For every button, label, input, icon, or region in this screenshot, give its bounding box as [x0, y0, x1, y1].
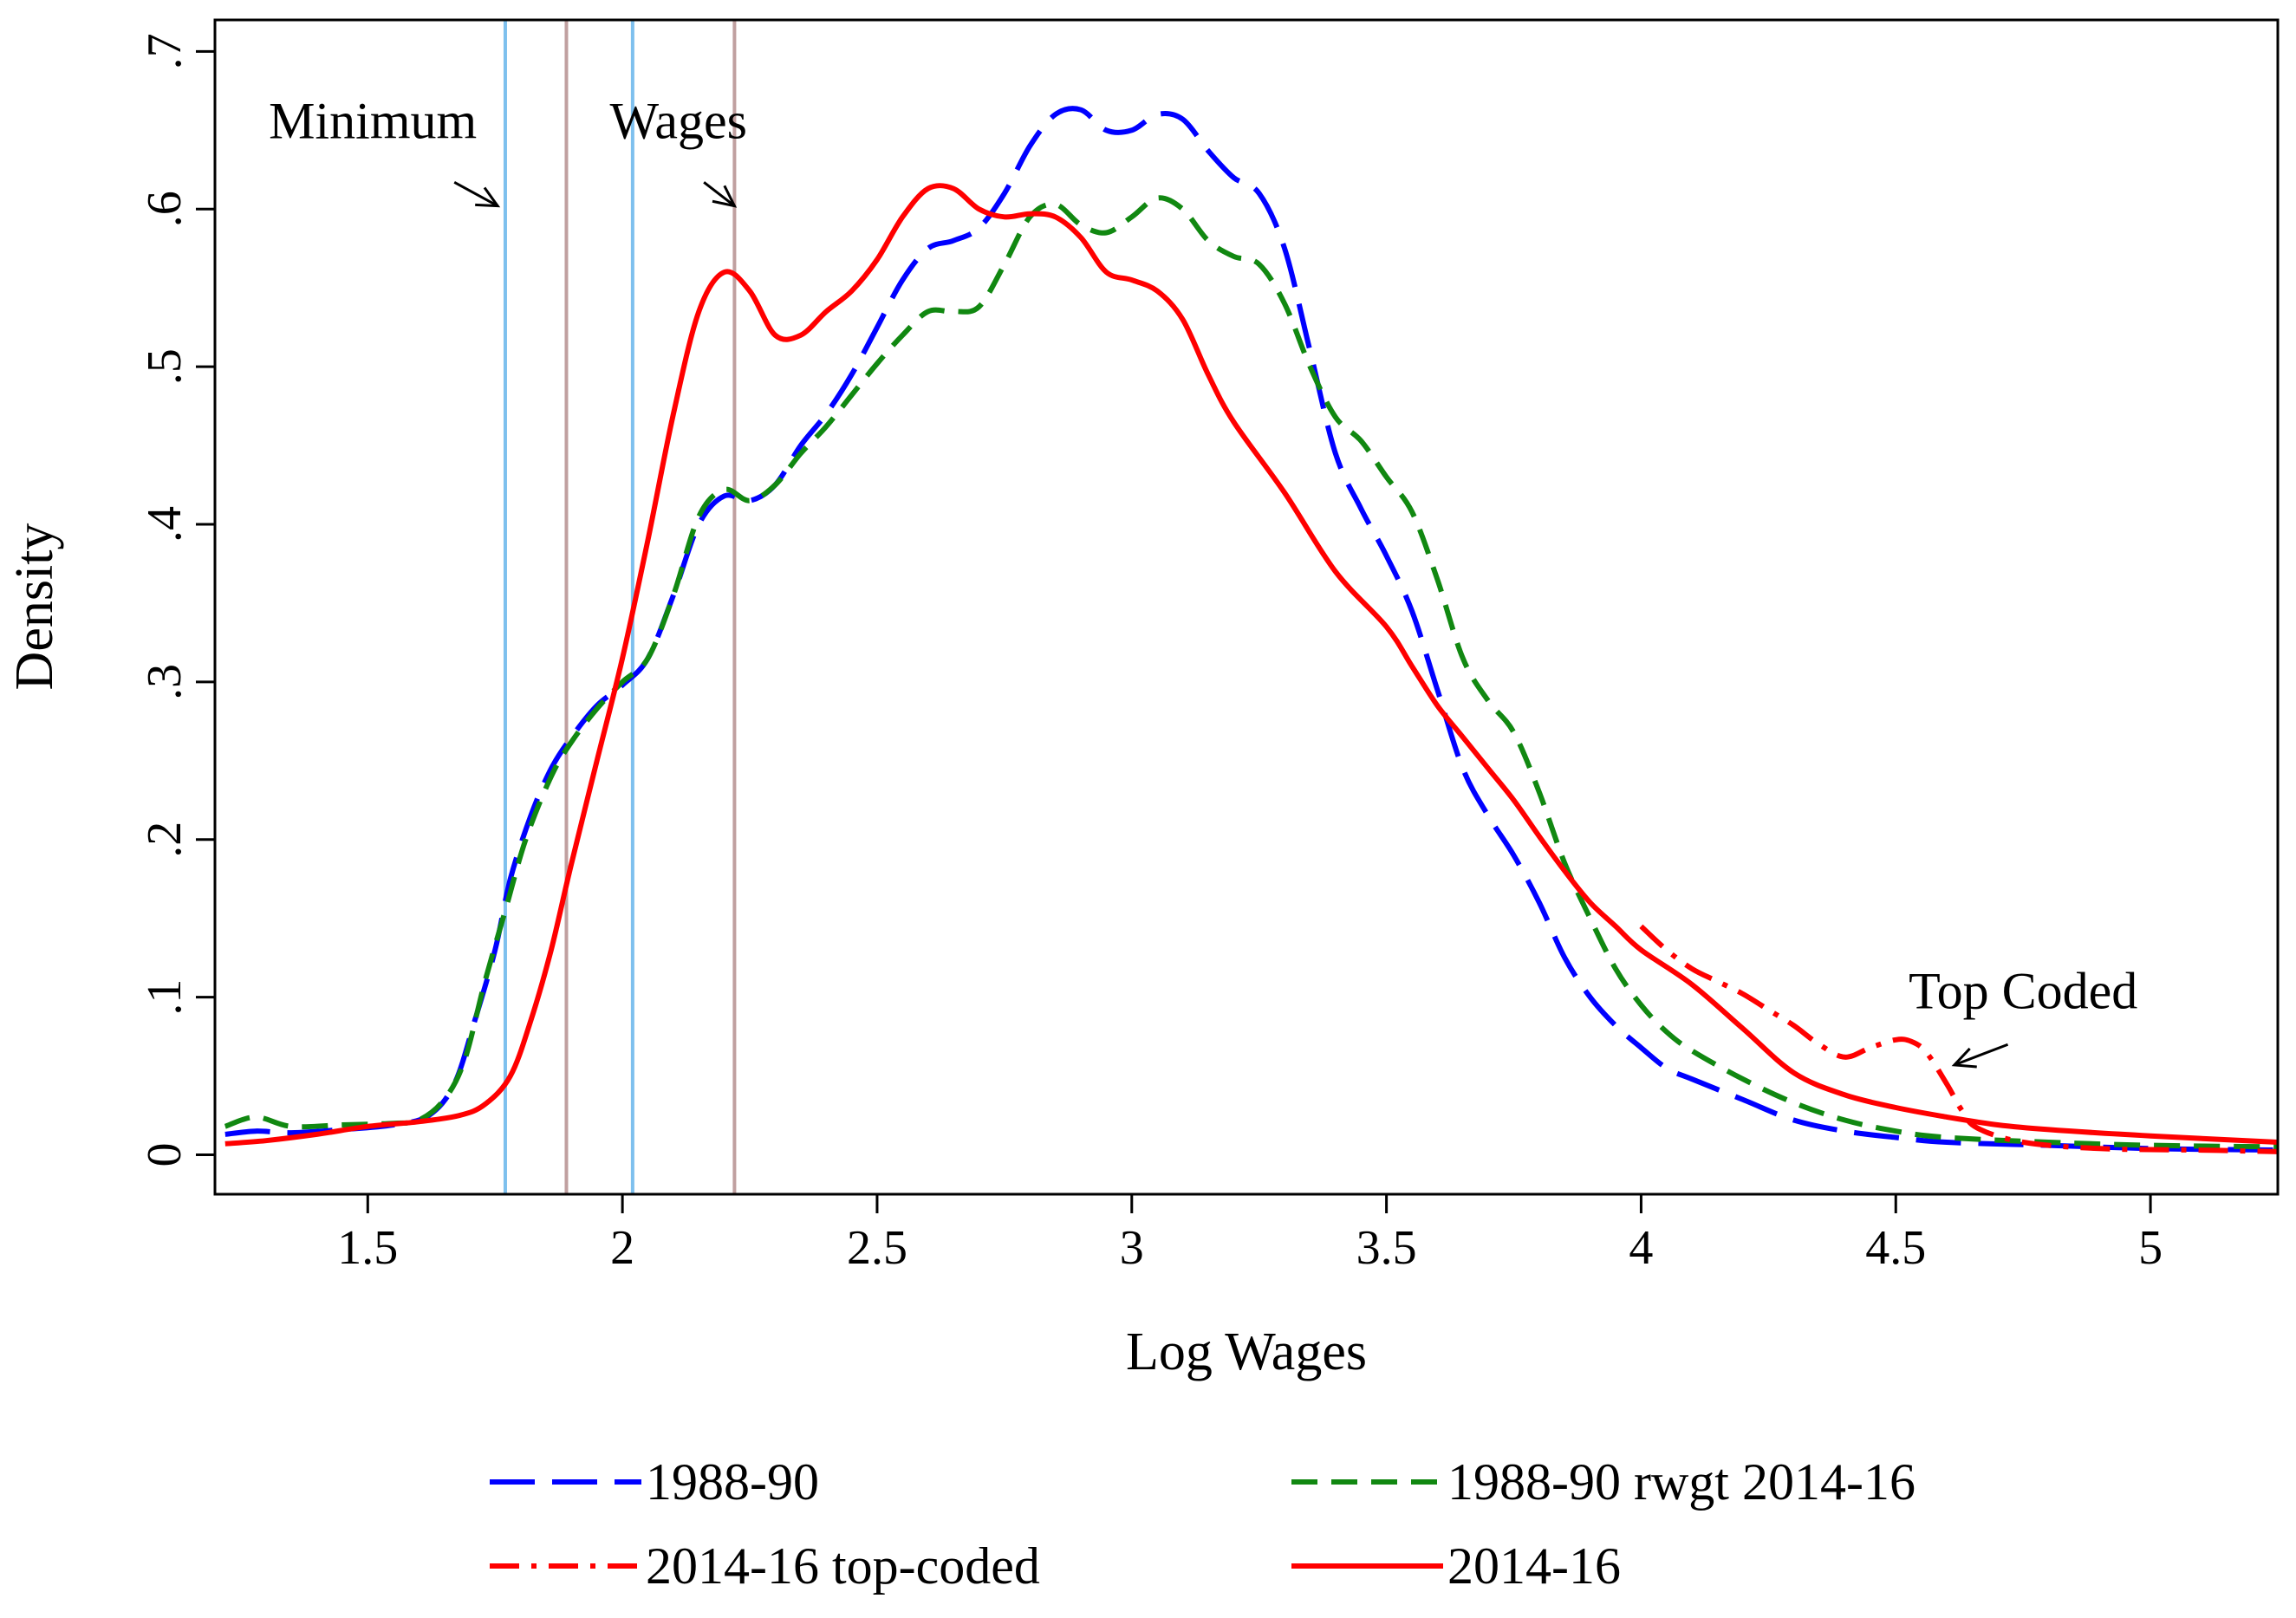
legend-label-2014-16: 2014-16 [1447, 1537, 1621, 1595]
legend: 1988-90 1988-90 rwgt 2014-16 2014-16 top-c… [490, 1453, 1916, 1595]
annotation-arrow-top-coded [1954, 1043, 2009, 1067]
annotation-arrow-minimum [453, 181, 498, 207]
y-tick-label: .5 [138, 348, 192, 385]
x-tick-label: 2.5 [847, 1221, 907, 1275]
annotation-top-coded: Top Coded [1909, 962, 2137, 1019]
series-layer [224, 106, 2279, 1154]
y-tick-label: .7 [138, 33, 192, 69]
legend-label-1988-90: 1988-90 [646, 1453, 819, 1511]
x-axis: 1.5 2 2.5 3 3.5 4 4.5 5 [337, 1194, 2163, 1275]
x-tick-label: 1.5 [337, 1221, 398, 1275]
annotation-arrow-wages [703, 181, 736, 207]
annotation-minimum: Minimum [269, 92, 477, 149]
x-tick-label: 4.5 [1865, 1221, 1926, 1275]
series-line-2014-16-top-coded [1639, 924, 2279, 1154]
y-axis-title: Density [5, 523, 64, 691]
y-tick-label: .6 [138, 191, 192, 227]
y-tick-label: .2 [138, 822, 192, 858]
arrowhead-icon [712, 185, 738, 208]
series-line-1988-90 [224, 106, 2279, 1153]
x-tick-label: 3 [1120, 1221, 1144, 1275]
vertical-lines-layer [503, 20, 737, 1194]
y-tick-label: 0 [138, 1143, 192, 1167]
series-line-1988-90-rwgt-2014-16 [224, 195, 2279, 1150]
arrowhead-icon [475, 186, 501, 208]
y-tick-label: .1 [138, 979, 192, 1016]
x-tick-label: 3.5 [1356, 1221, 1417, 1275]
y-tick-label: .4 [138, 506, 192, 543]
annotation-wages: Wages [610, 92, 747, 149]
x-tick-label: 4 [1629, 1221, 1653, 1275]
x-tick-label: 5 [2138, 1221, 2163, 1275]
plot-area-frame [213, 18, 2280, 1196]
x-axis-title: Log Wages [1126, 1322, 1367, 1381]
series-line-2014-16 [224, 183, 2279, 1147]
y-tick-label: .3 [138, 664, 192, 700]
legend-label-2014-16-top-coded: 2014-16 top-coded [646, 1537, 1040, 1595]
x-tick-label: 2 [610, 1221, 634, 1275]
legend-label-1988-90-rwgt-2014-16: 1988-90 rwgt 2014-16 [1447, 1453, 1916, 1511]
arrowhead-icon [1951, 1047, 1977, 1069]
y-axis: 0 .1 .2 .3 .4 .5 .6 .7 [138, 33, 215, 1167]
annotations-layer: Minimum Wages Top Coded [269, 92, 2137, 1069]
